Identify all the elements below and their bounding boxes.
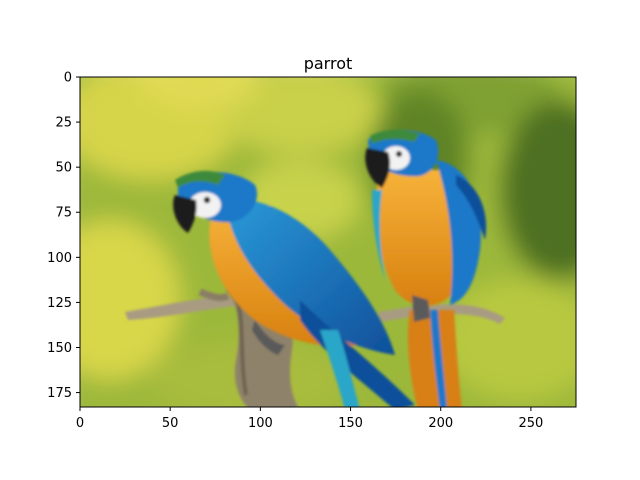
background-foliage	[80, 77, 576, 407]
parrot-right	[365, 129, 487, 407]
image-area	[80, 77, 576, 407]
x-tick-label: 50	[162, 416, 179, 431]
y-tick-label: 150	[47, 341, 72, 356]
x-axis: 0 50 100 150 200 250	[76, 407, 543, 431]
y-tick-label: 0	[64, 71, 72, 86]
x-tick-label: 0	[76, 416, 84, 431]
y-tick-label: 25	[55, 116, 72, 131]
x-tick-label: 150	[338, 416, 363, 431]
chart-title: parrot	[304, 54, 353, 73]
x-tick-label: 200	[428, 416, 453, 431]
x-tick-label: 250	[518, 416, 543, 431]
axes-frame	[79, 76, 577, 408]
y-tick-label: 175	[47, 386, 72, 401]
y-tick-label: 75	[55, 206, 72, 221]
y-tick-label: 100	[47, 251, 72, 266]
y-tick-label: 125	[47, 296, 72, 311]
parrot-left	[173, 170, 415, 407]
y-tick-label: 50	[55, 161, 72, 176]
y-axis: 0 25 50 75 100 125 150 175	[47, 71, 80, 401]
x-tick-label: 100	[248, 416, 273, 431]
